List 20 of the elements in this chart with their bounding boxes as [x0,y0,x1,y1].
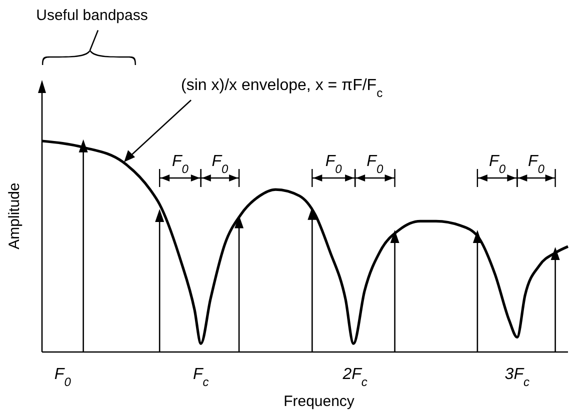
annotation: (sin x)/x envelope, x = πF/F$_{c}$ [181,77,383,100]
annotation: F$_{0}$ [172,153,189,176]
point [390,230,400,244]
annotation: F$_{0}$ [528,153,545,176]
text: Useful bandpass [36,7,148,24]
x-tick-label: F$_{c}$ [193,366,209,389]
annotation: F$_{0}$ [325,153,342,176]
annotation: F$_{0}$ [489,153,506,176]
annotation: F$_{0}$ [366,153,384,176]
y-axis-title: Amplitude [6,182,23,250]
point [308,206,317,220]
point [550,246,560,260]
x-tick-label: 3F$_{c}$ [504,366,530,389]
point [472,230,482,244]
point [155,208,164,222]
x-tick-label: F$_{0}$ [54,366,72,389]
x-tick-label: 2F$_{c}$ [342,366,368,389]
point [78,139,88,152]
annotation: F$_{0}$ [212,153,229,176]
x-axis-title: Frequency [284,393,355,410]
